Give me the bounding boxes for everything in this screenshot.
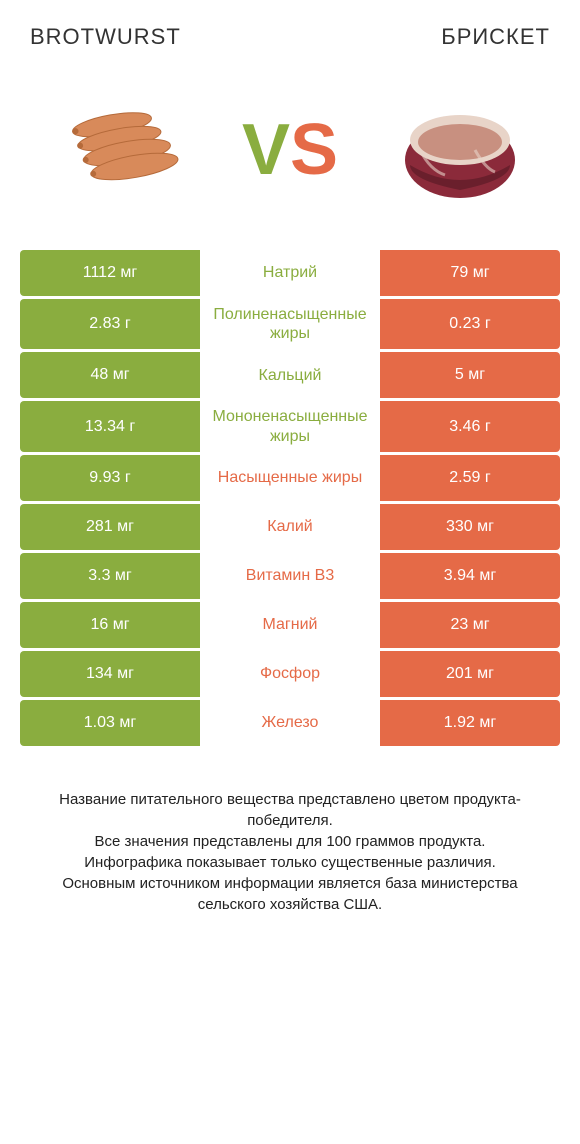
- value-right: 201 мг: [380, 651, 560, 697]
- value-left: 1112 мг: [20, 250, 200, 296]
- footer-line: Название питательного вещества представл…: [40, 789, 540, 831]
- table-row: 281 мгКалий330 мг: [20, 504, 560, 550]
- table-row: 2.83 гПолиненасыщенные жиры0.23 г: [20, 299, 560, 349]
- value-right: 3.94 мг: [380, 553, 560, 599]
- brotwurst-image: [50, 90, 190, 210]
- value-left: 48 мг: [20, 352, 200, 398]
- vs-label: VS: [242, 114, 338, 186]
- footer-line: Основным источником информации является …: [40, 873, 540, 915]
- comparison-table: 1112 мгНатрий79 мг2.83 гПолиненасыщенные…: [20, 250, 560, 746]
- footer-line: Инфографика показывает только существенн…: [40, 852, 540, 873]
- value-right: 79 мг: [380, 250, 560, 296]
- table-row: 16 мгМагний23 мг: [20, 602, 560, 648]
- nutrient-label: Кальций: [200, 352, 380, 398]
- value-right: 23 мг: [380, 602, 560, 648]
- value-left: 281 мг: [20, 504, 200, 550]
- vs-v-letter: V: [242, 110, 290, 190]
- table-row: 1112 мгНатрий79 мг: [20, 250, 560, 296]
- value-left: 2.83 г: [20, 299, 200, 349]
- title-left: BROTWURST: [30, 24, 181, 50]
- table-row: 134 мгФосфор201 мг: [20, 651, 560, 697]
- value-left: 9.93 г: [20, 455, 200, 501]
- footer-line: Все значения представлены для 100 граммо…: [40, 831, 540, 852]
- table-row: 13.34 гМононенасыщенные жиры3.46 г: [20, 401, 560, 451]
- nutrient-label: Железо: [200, 700, 380, 746]
- value-right: 2.59 г: [380, 455, 560, 501]
- value-left: 13.34 г: [20, 401, 200, 451]
- table-row: 48 мгКальций5 мг: [20, 352, 560, 398]
- table-row: 9.93 гНасыщенные жиры2.59 г: [20, 455, 560, 501]
- brisket-image: [390, 90, 530, 210]
- nutrient-label: Мононенасыщенные жиры: [200, 401, 380, 451]
- nutrient-label: Фосфор: [200, 651, 380, 697]
- value-right: 5 мг: [380, 352, 560, 398]
- value-right: 330 мг: [380, 504, 560, 550]
- header-titles: BROTWURST БРИСКЕТ: [20, 24, 560, 70]
- nutrient-label: Насыщенные жиры: [200, 455, 380, 501]
- value-right: 1.92 мг: [380, 700, 560, 746]
- vs-s-letter: S: [290, 110, 338, 190]
- footer-notes: Название питательного вещества представл…: [20, 749, 560, 915]
- title-right: БРИСКЕТ: [441, 24, 550, 50]
- value-left: 3.3 мг: [20, 553, 200, 599]
- table-row: 1.03 мгЖелезо1.92 мг: [20, 700, 560, 746]
- value-left: 1.03 мг: [20, 700, 200, 746]
- infographic-container: BROTWURST БРИСКЕТ VS: [0, 0, 580, 939]
- nutrient-label: Витамин B3: [200, 553, 380, 599]
- value-left: 16 мг: [20, 602, 200, 648]
- value-left: 134 мг: [20, 651, 200, 697]
- value-right: 3.46 г: [380, 401, 560, 451]
- images-row: VS: [20, 70, 560, 250]
- nutrient-label: Полиненасыщенные жиры: [200, 299, 380, 349]
- nutrient-label: Калий: [200, 504, 380, 550]
- nutrient-label: Магний: [200, 602, 380, 648]
- table-row: 3.3 мгВитамин B33.94 мг: [20, 553, 560, 599]
- nutrient-label: Натрий: [200, 250, 380, 296]
- value-right: 0.23 г: [380, 299, 560, 349]
